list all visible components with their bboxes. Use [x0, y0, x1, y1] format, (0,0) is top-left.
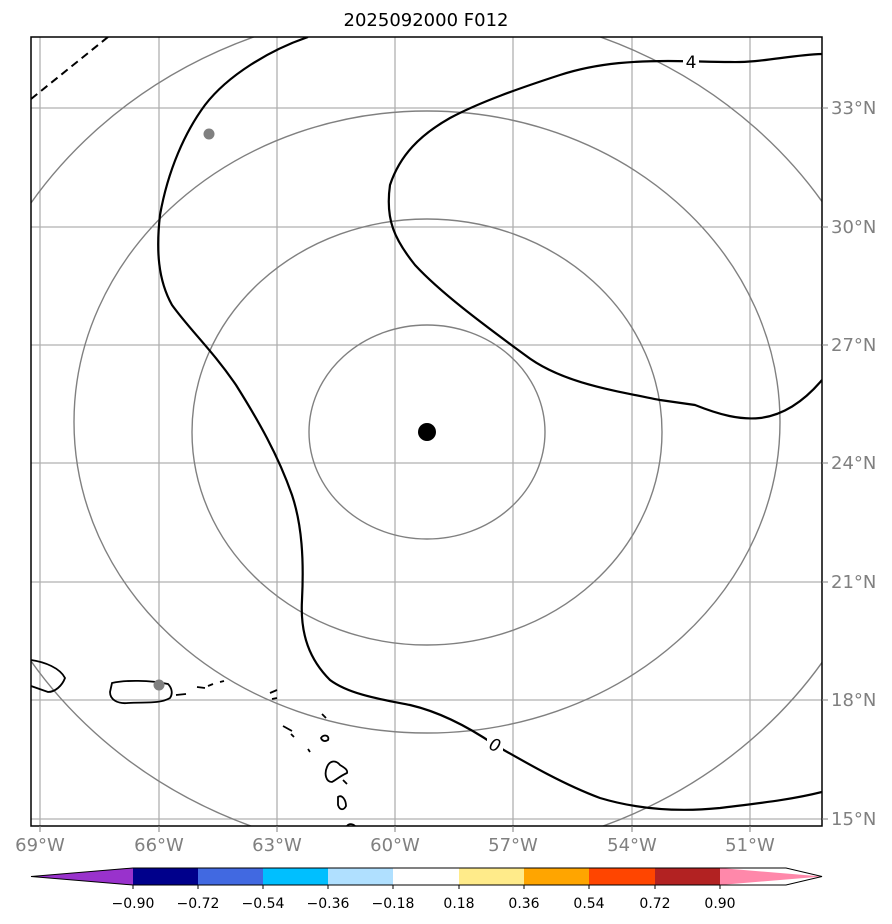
contour-4-line: [387, 52, 822, 420]
map-title: 2025092000 F012: [344, 10, 509, 31]
lon-label-51w: 51°W: [725, 835, 775, 856]
colorbar: −0.90 −0.72 −0.54 −0.36 −0.18 0.18 0.36 0.54 0.7…: [30, 867, 823, 912]
map-frame: [30, 36, 823, 827]
island-montserrat: [321, 713, 327, 719]
lat-label-18n: 18°N: [831, 690, 876, 711]
lon-label-63w: 63°W: [252, 835, 302, 856]
colorbar-segment: [720, 868, 822, 885]
contour-0-line: [157, 37, 822, 811]
island-dominica: [324, 760, 349, 783]
lon-label-69w: 69°W: [15, 835, 65, 856]
colorbar-tick-label: −0.36: [307, 896, 350, 912]
colorbar-tick-label: 0.36: [508, 896, 539, 912]
colorbar-tick-label: −0.72: [177, 896, 220, 912]
graticule: [31, 37, 822, 826]
colorbar-tick-label: −0.18: [372, 896, 415, 912]
range-ring-2: [191, 218, 663, 646]
lon-label-60w: 60°W: [370, 835, 420, 856]
range-ring-3: [73, 110, 781, 734]
colorbar-segment: [133, 868, 198, 885]
island-anguilla: [269, 689, 278, 700]
island-marie-galante: [342, 779, 348, 785]
lat-label-24n: 24°N: [831, 453, 876, 474]
contour-label-4: 4: [686, 53, 697, 73]
dashed-contour: [31, 37, 109, 100]
island-small: [307, 748, 311, 753]
location-marker-san-juan: [153, 679, 165, 691]
lon-label-57w: 57°W: [488, 835, 538, 856]
range-ring-1: [308, 324, 546, 540]
colorbar-segment: [198, 868, 263, 885]
island-hispaniola-edge: [31, 659, 66, 693]
range-rings: [31, 37, 822, 826]
location-marker-bermuda: [203, 128, 215, 140]
island-virgin-islands: [175, 680, 225, 696]
colorbar-tick-label: 0.18: [443, 896, 474, 912]
colorbar-tick-label: −0.54: [242, 896, 285, 912]
colorbar-segment: [524, 868, 589, 885]
colorbar-tick-label: 0.72: [639, 896, 670, 912]
colorbar-segment: [589, 868, 655, 885]
island-antigua: [282, 725, 295, 738]
lat-label-21n: 21°N: [831, 572, 876, 593]
colorbar-tick-label: 0.54: [573, 896, 604, 912]
colorbar-segment: [393, 868, 459, 885]
colorbar-tick-label: 0.90: [704, 896, 735, 912]
lat-label-30n: 30°N: [831, 217, 876, 238]
longitude-labels: 69°W 66°W 63°W 60°W 57°W 54°W 51°W: [15, 835, 775, 856]
colorbar-segment: [328, 868, 393, 885]
colorbar-tick-label: −0.90: [112, 896, 155, 912]
lat-label-33n: 33°N: [831, 98, 876, 119]
axis-ticks: [39, 107, 828, 832]
island-martinique: [337, 795, 347, 811]
lat-label-27n: 27°N: [831, 335, 876, 356]
colorbar-segment: [459, 868, 524, 885]
island-puerto-rico: [109, 679, 173, 705]
colorbar-segment: [31, 868, 133, 885]
latitude-labels: 33°N 30°N 27°N 24°N 21°N 18°N 15°N: [831, 98, 876, 830]
colorbar-segment: [655, 868, 720, 885]
lat-label-15n: 15°N: [831, 809, 876, 830]
storm-center-dot: [418, 423, 436, 441]
island-guadeloupe: [320, 734, 330, 742]
colorbar-segment: [263, 868, 328, 885]
lon-label-54w: 54°W: [607, 835, 657, 856]
lon-label-66w: 66°W: [134, 835, 184, 856]
